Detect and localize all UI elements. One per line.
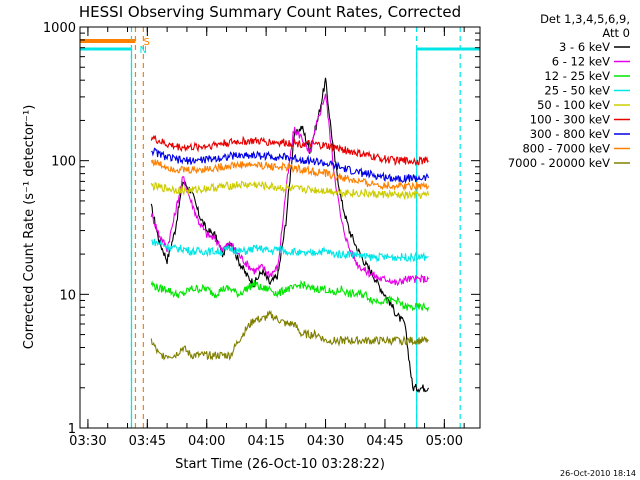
series-line-8 xyxy=(150,309,429,361)
series-line-7 xyxy=(150,159,430,192)
legend-entry-label: 3 - 6 keV xyxy=(559,40,610,54)
x-tick-label: 03:30 xyxy=(69,434,106,449)
legend-subtitle: Att 0 xyxy=(602,26,630,40)
x-tick-label: 04:00 xyxy=(188,434,225,449)
series-line-0 xyxy=(150,77,429,394)
series-line-2 xyxy=(150,279,430,313)
legend-entry-label: 7000 - 20000 keV xyxy=(508,156,610,170)
legend-entry-label: 6 - 12 keV xyxy=(552,55,610,69)
legend-entry-label: 800 - 7000 keV xyxy=(522,142,610,156)
series-line-3 xyxy=(151,238,429,263)
plot-frame xyxy=(79,26,481,429)
y-tick-label: 1000 xyxy=(43,21,76,36)
y-axis-label: Corrected Count Rate (s⁻¹ detector⁻¹) xyxy=(22,105,37,350)
x-tick-label: 05:00 xyxy=(426,434,463,449)
x-axis: 03:30 03:45 04:00 04:15 04:30 04:45 05:00 xyxy=(69,27,465,449)
y-tick-label: 1 xyxy=(68,422,76,437)
legend-entry-label: 50 - 100 keV xyxy=(537,98,610,112)
legend-title: Det 1,3,4,5,6,9, xyxy=(540,12,630,26)
x-tick-label: 03:45 xyxy=(129,434,166,449)
y-tick-label: 10 xyxy=(59,288,76,303)
y-axis: 1 10 100 1000 xyxy=(43,21,480,437)
plot-area: SN xyxy=(80,27,480,428)
x-tick-label: 04:15 xyxy=(247,434,284,449)
y-tick-label: 100 xyxy=(51,155,76,170)
legend-entry-label: 12 - 25 keV xyxy=(544,69,610,83)
x-tick-label: 04:30 xyxy=(307,434,344,449)
x-axis-label: Start Time (26-Oct-10 03:28:22) xyxy=(175,457,385,472)
night-flag-label: N xyxy=(139,45,146,56)
legend-entry-label: 300 - 800 keV xyxy=(530,127,610,141)
chart-title: HESSI Observing Summary Count Rates, Cor… xyxy=(79,3,461,21)
series-line-5 xyxy=(150,135,429,167)
saa-flag-label: S xyxy=(143,37,149,48)
legend-entry-label: 25 - 50 keV xyxy=(544,84,610,98)
legend-entry-label: 100 - 300 keV xyxy=(530,113,610,127)
series-line-6 xyxy=(151,147,430,185)
series-line-4 xyxy=(150,180,430,201)
footer-timestamp: 26-Oct-2010 18:14 xyxy=(560,469,636,478)
x-tick-label: 04:45 xyxy=(366,434,403,449)
